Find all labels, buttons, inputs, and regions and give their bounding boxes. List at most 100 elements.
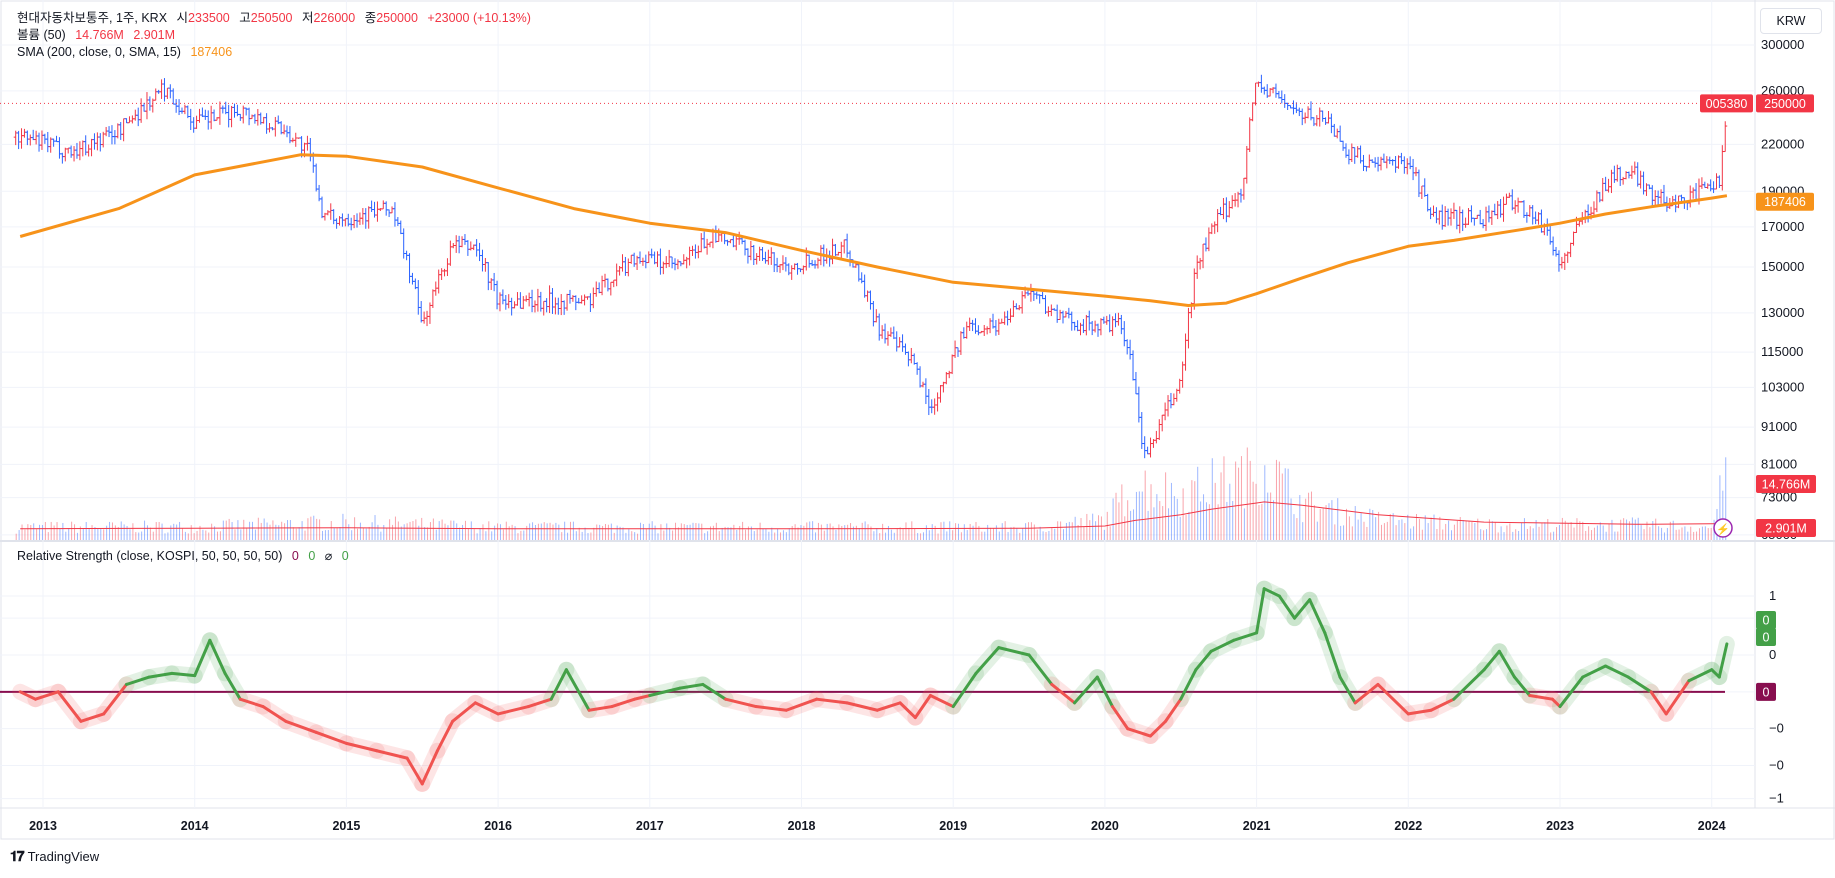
rs-line-segment <box>1323 631 1342 679</box>
volume-bar <box>1334 524 1336 540</box>
volume-bar <box>30 525 32 540</box>
volume-bar <box>47 532 49 540</box>
volume-bar <box>902 528 904 540</box>
volume-bar <box>485 531 487 540</box>
volume-bar <box>205 530 207 540</box>
currency-button[interactable]: KRW <box>1760 8 1822 34</box>
volume-bar <box>1468 520 1470 540</box>
volume-bar <box>1246 447 1248 540</box>
volume-bar <box>415 519 417 540</box>
volume-bar <box>1016 528 1018 540</box>
rs-legend[interactable]: Relative Strength (close, KOSPI, 50, 50,… <box>17 548 349 564</box>
volume-bar <box>432 518 434 540</box>
volume-bar <box>79 526 81 540</box>
volume-bar <box>1696 531 1698 540</box>
volume-bar <box>680 523 682 540</box>
volume-bar <box>1194 481 1196 540</box>
volume-bar <box>1226 501 1228 540</box>
volume-bar <box>730 527 732 540</box>
tradingview-brand[interactable]: 𝟏𝟕 TradingView <box>10 848 99 865</box>
volume-bar <box>861 522 863 540</box>
volume-bar <box>1290 498 1292 540</box>
volume-bar <box>1185 515 1187 540</box>
price-tick-label: 300000 <box>1761 37 1804 52</box>
volume-bar <box>438 521 440 540</box>
volume-bar <box>1392 513 1394 540</box>
volume-bar <box>1030 522 1032 540</box>
volume-bar <box>1305 498 1307 540</box>
volume-bar <box>1322 508 1324 540</box>
price-badge-bg <box>1756 94 1814 113</box>
volume-bar <box>380 531 382 540</box>
volume-bar <box>654 525 656 540</box>
sma-legend[interactable]: SMA (200, close, 0, SMA, 15) 187406 <box>17 44 232 60</box>
volume-bar <box>1077 525 1079 540</box>
volume-bar <box>768 531 770 540</box>
volume-bar <box>342 513 344 540</box>
volume-bar <box>21 524 23 540</box>
volume-bar <box>1480 529 1482 540</box>
volume-bar <box>1416 513 1418 540</box>
volume-bar <box>1456 520 1458 540</box>
rs-line-segment <box>1497 649 1516 679</box>
sma-value: 187406 <box>190 45 233 59</box>
volume-bar <box>488 521 490 540</box>
volume-bar <box>1389 514 1391 540</box>
volume-bar <box>739 525 741 540</box>
time-tick-label: 2024 <box>1698 819 1726 833</box>
volume-bar <box>820 524 822 540</box>
rs-line-segment <box>1512 675 1532 697</box>
volume-bar <box>832 526 834 540</box>
volume-bar <box>1512 531 1514 540</box>
volume-bar <box>1556 527 1558 540</box>
volume-bar <box>715 522 717 540</box>
price-tick-label: 170000 <box>1761 219 1804 234</box>
volume-bar <box>992 528 994 540</box>
volume-bar <box>1214 482 1216 540</box>
volume-legend[interactable]: 볼륨 (50) 14.766M 2.901M <box>17 27 175 43</box>
volume-bar <box>742 521 744 540</box>
rs-line-segment <box>1050 682 1077 705</box>
volume-bar <box>1112 498 1114 540</box>
volume-bar <box>1281 473 1283 540</box>
change-value: +23000 (+10.13%) <box>427 11 531 25</box>
volume-bar <box>1558 525 1560 540</box>
volume-bar <box>777 528 779 540</box>
volume-bar <box>1567 523 1569 540</box>
volume-bar <box>1243 508 1245 540</box>
volume-bar <box>540 523 542 540</box>
volume-bar <box>94 526 96 540</box>
volume-bar <box>499 524 501 540</box>
rs-tick-label: 1 <box>1769 588 1776 603</box>
volume-bar <box>109 521 111 540</box>
volume-bar <box>558 524 560 540</box>
volume-bar <box>1252 481 1254 540</box>
rs-line-segment <box>375 749 409 760</box>
volume-bar <box>146 525 148 540</box>
volume-bar <box>424 527 426 540</box>
volume-bar <box>1004 521 1006 540</box>
volume-bar <box>82 528 84 540</box>
volume-bar <box>1506 525 1508 540</box>
rs-line-segment <box>1482 649 1501 672</box>
volume-badge-bg <box>1756 475 1816 493</box>
volume-bar <box>791 526 793 540</box>
volume-bar <box>925 525 927 540</box>
low-label: 저 <box>301 11 314 25</box>
volume-bar <box>24 529 26 540</box>
volume-bar <box>278 525 280 540</box>
volume-bar <box>412 521 414 540</box>
volume-badge: 14.766M <box>1762 478 1811 492</box>
volume-bar <box>1722 490 1724 540</box>
volume-bar <box>1427 523 1429 540</box>
volume-bar <box>724 526 726 540</box>
symbol-legend[interactable]: 현대자동차보통주, 1주, KRX 시233500 고250500 저22600… <box>17 10 531 26</box>
lightning-icon[interactable] <box>1713 518 1733 538</box>
rs-line-segment <box>564 668 591 712</box>
volume-bar <box>365 528 367 540</box>
volume-bar <box>1564 520 1566 540</box>
volume-bar <box>850 523 852 540</box>
symbol-code-badge-bg <box>1700 94 1753 113</box>
